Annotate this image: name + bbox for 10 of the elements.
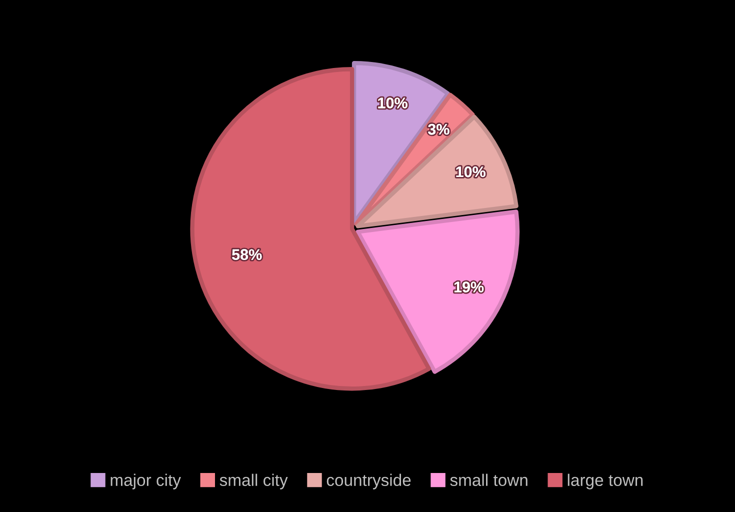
legend-label: large town: [568, 474, 643, 490]
data-label: 10%: [378, 98, 408, 108]
data-label: 58%: [232, 249, 262, 260]
data-label: 19%: [454, 282, 484, 292]
legend-label: small city: [220, 474, 288, 490]
data-label: 3%: [428, 124, 450, 135]
legend-label: countryside: [326, 474, 411, 490]
legend-label: small town: [450, 474, 528, 486]
data-label: 10%: [456, 166, 486, 178]
legend-label: major city: [110, 474, 181, 490]
